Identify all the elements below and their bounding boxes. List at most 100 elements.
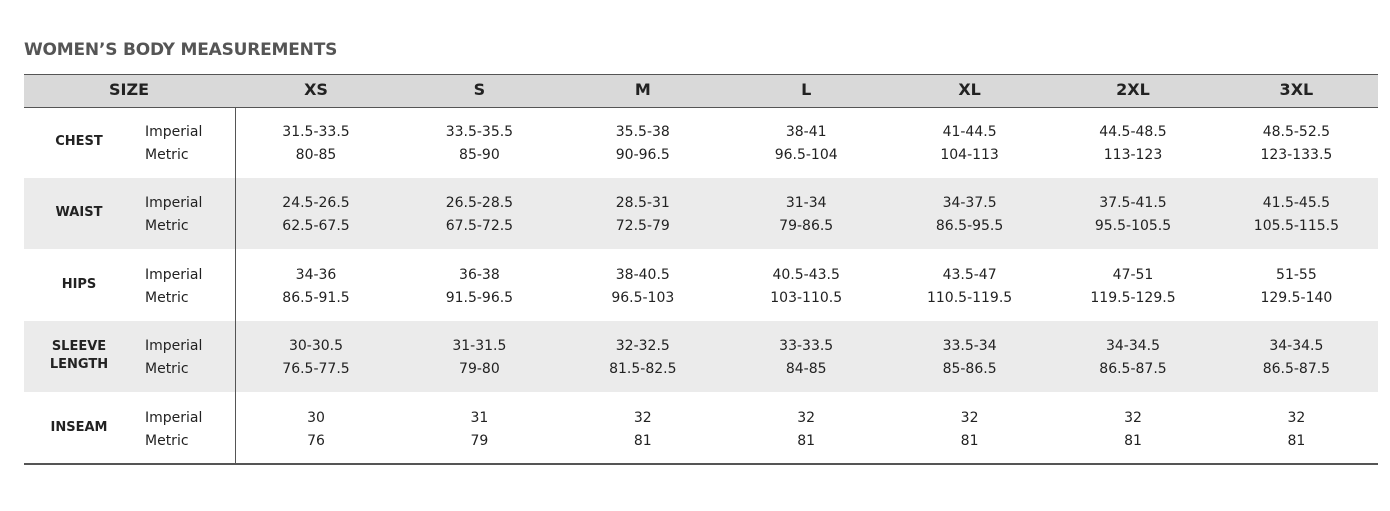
- measurement-cell: 103-110.5: [770, 289, 843, 306]
- measurement-cell: 38-40.5: [615, 266, 670, 283]
- unit-label: Metric: [145, 218, 189, 235]
- measurement-cell: 90-96.5: [615, 147, 670, 163]
- row-band: [24, 178, 1378, 250]
- unit-label: Metric: [145, 289, 189, 306]
- measurement-cell: 80-85: [295, 147, 337, 163]
- measurement-cell: 34-36: [295, 266, 337, 283]
- row-label: SLEEVE LENGTH: [49, 339, 109, 373]
- measurement-cell: 86.5-87.5: [1099, 361, 1167, 378]
- measurement-cell: 32: [797, 409, 816, 426]
- measurement-cell: 86.5-91.5: [282, 289, 350, 306]
- row-label: INSEAM: [50, 419, 108, 435]
- row-label: WAIST: [55, 205, 103, 221]
- bottom-rule: [24, 463, 1378, 465]
- size-column-header: XL: [958, 80, 981, 99]
- measurement-cell: 79-86.5: [779, 218, 834, 235]
- unit-label: Imperial: [145, 266, 203, 283]
- measurement-cell: 33.5-35.5: [445, 124, 514, 140]
- measurement-cell: 36-38: [459, 266, 500, 283]
- measurement-cell: 32: [960, 409, 979, 426]
- unit-label: Metric: [145, 432, 189, 449]
- unit-label: Imperial: [145, 338, 203, 355]
- measurement-cell: 81: [1124, 432, 1142, 449]
- measurement-cell: 72.5-79: [615, 218, 670, 235]
- measurement-cell: 79-80: [459, 361, 500, 378]
- size-column-header: L: [801, 80, 812, 99]
- measurement-cell: 30: [307, 409, 325, 426]
- unit-label: Imperial: [145, 195, 203, 212]
- measurement-cell: 105.5-115.5: [1253, 218, 1339, 235]
- measurement-cell: 41-44.5: [942, 124, 997, 140]
- size-column-header: 2XL: [1116, 80, 1150, 99]
- size-header: SIZE: [108, 80, 150, 99]
- measurement-cell: 86.5-95.5: [935, 218, 1004, 235]
- row-band: [24, 321, 1378, 393]
- measurement-cell: 38-41: [785, 124, 827, 140]
- size-column-header: XS: [304, 80, 328, 99]
- measurement-cell: 110.5-119.5: [926, 289, 1013, 306]
- measurement-cell: 47-51: [1112, 266, 1154, 283]
- measurement-cell: 81: [960, 432, 979, 449]
- measurement-cell: 32: [633, 409, 652, 426]
- measurement-cell: 43.5-47: [942, 266, 997, 283]
- measurement-cell: 37.5-41.5: [1099, 195, 1167, 212]
- measurement-cell: 31.5-33.5: [282, 124, 350, 140]
- measurement-cell: 96.5-104: [774, 147, 838, 163]
- measurement-cell: 81: [1287, 432, 1306, 449]
- measurement-cell: 62.5-67.5: [282, 218, 350, 235]
- measurement-cell: 32: [1124, 409, 1142, 426]
- unit-label: Metric: [145, 147, 189, 163]
- size-column-header: S: [473, 80, 486, 99]
- measurement-cell: 34-34.5: [1269, 338, 1324, 355]
- measurement-cell: 81: [797, 432, 816, 449]
- measurement-cell: 79: [470, 432, 489, 449]
- measurement-cell: 33.5-34: [942, 338, 997, 355]
- size-column-header: M: [634, 80, 651, 99]
- measurement-cell: 76: [307, 432, 325, 449]
- unit-label: Metric: [145, 361, 189, 378]
- unit-label: Imperial: [145, 409, 203, 426]
- measurement-cell: 24.5-26.5: [282, 195, 350, 212]
- measurement-cell: 32-32.5: [615, 338, 670, 355]
- measurement-cell: 51-55: [1276, 266, 1317, 283]
- measurement-cell: 104-113: [940, 147, 999, 163]
- measurement-cell: 32: [1287, 409, 1306, 426]
- measurement-cell: 31: [470, 409, 489, 426]
- measurement-cell: 91.5-96.5: [445, 289, 514, 306]
- measurement-cell: 119.5-129.5: [1090, 289, 1176, 306]
- measurement-cell: 28.5-31: [615, 195, 670, 212]
- measurement-cell: 81.5-82.5: [609, 361, 677, 378]
- measurement-cell: 31-31.5: [452, 338, 507, 355]
- measurement-cell: 85-90: [459, 147, 500, 163]
- row-label: HIPS: [61, 276, 97, 292]
- measurement-cell: 67.5-72.5: [445, 218, 514, 235]
- measurement-cell: 96.5-103: [611, 289, 675, 306]
- row-label: CHEST: [55, 134, 103, 149]
- measurement-cell: 81: [633, 432, 652, 449]
- measurement-cell: 86.5-87.5: [1262, 361, 1331, 378]
- measurement-cell: 34-34.5: [1105, 338, 1161, 355]
- measurement-cell: 40.5-43.5: [772, 266, 840, 283]
- measurement-cell: 113-123: [1103, 147, 1163, 163]
- measurement-cell: 41.5-45.5: [1262, 195, 1331, 212]
- measurement-cell: 44.5-48.5: [1099, 124, 1167, 140]
- measurement-cell: 33-33.5: [779, 338, 834, 355]
- measurement-cell: 76.5-77.5: [282, 361, 350, 378]
- measurement-cell: 85-86.5: [942, 361, 997, 378]
- measurement-cell: 123-133.5: [1260, 147, 1333, 163]
- header-band: [24, 74, 1378, 108]
- measurement-cell: 30-30.5: [288, 338, 344, 355]
- measurement-cell: 31-34: [785, 195, 827, 212]
- measurement-cell: 34-37.5: [942, 195, 997, 212]
- measurement-cell: 48.5-52.5: [1262, 124, 1331, 140]
- divider-line: [235, 107, 236, 464]
- table-title: WOMEN’S BODY MEASUREMENTS: [24, 40, 338, 60]
- measurement-cell: 26.5-28.5: [445, 195, 514, 212]
- measurement-cell: 95.5-105.5: [1094, 218, 1172, 235]
- size-column-header: 3XL: [1279, 80, 1314, 99]
- measurement-cell: 129.5-140: [1260, 289, 1333, 306]
- unit-label: Imperial: [145, 124, 203, 140]
- measurement-cell: 35.5-38: [615, 124, 670, 140]
- measurement-cell: 84-85: [785, 361, 827, 378]
